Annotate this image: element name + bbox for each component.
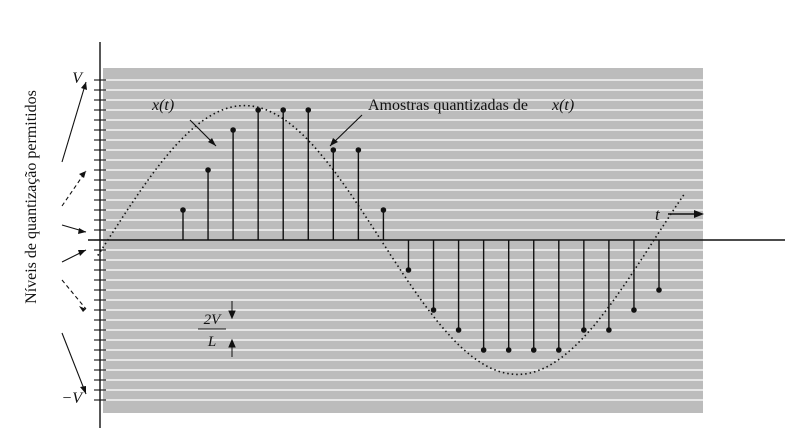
level-ticks	[94, 79, 106, 401]
time-label: t	[655, 205, 661, 224]
signal-curve	[97, 104, 685, 376]
sample-point	[255, 107, 261, 113]
samples-label-signal: x(t)	[551, 97, 574, 114]
v-top-label: V	[72, 70, 84, 87]
step-denominator: L	[207, 334, 216, 350]
sample-point	[631, 307, 637, 313]
sample-point	[455, 327, 462, 333]
sample-point	[581, 327, 587, 333]
sample-stems	[182, 110, 660, 350]
sample-point	[380, 207, 387, 213]
sample-points	[180, 107, 662, 353]
level-arrows	[61, 81, 87, 395]
samples-label-arrowhead	[330, 138, 338, 146]
time-arrowhead	[694, 210, 704, 218]
samples-label: Amostras quantizadas de	[368, 97, 528, 114]
quantization-level-lines	[103, 79, 703, 401]
sample-point	[305, 107, 312, 113]
sample-point	[405, 267, 412, 273]
v-bottom-label: −V	[61, 390, 84, 407]
sample-point	[555, 347, 562, 353]
sample-point	[280, 107, 287, 113]
sample-point	[530, 347, 537, 353]
step-size-marker	[228, 301, 236, 357]
sample-point	[480, 347, 487, 353]
sample-point	[355, 147, 362, 153]
sample-point	[430, 307, 437, 313]
sample-point	[205, 167, 211, 173]
sample-point	[330, 147, 337, 153]
sample-point	[656, 287, 662, 293]
signal-label-arrowhead	[208, 138, 216, 146]
sample-point	[606, 327, 612, 333]
level-arrowheads	[78, 82, 87, 394]
signal-label: x(t)	[151, 97, 174, 114]
y-axis-title: Níveis de quantização permitidos	[23, 90, 40, 304]
sample-point	[505, 347, 512, 353]
sample-point	[180, 207, 186, 213]
sample-point	[230, 127, 236, 133]
step-numerator: 2V	[204, 312, 223, 328]
